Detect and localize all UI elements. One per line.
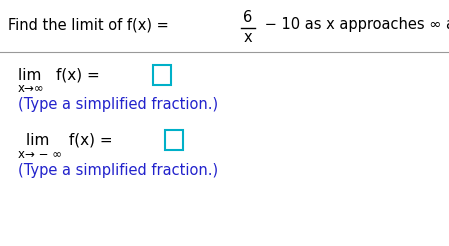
Bar: [165, 130, 183, 150]
Bar: [153, 65, 171, 85]
Text: x→ − ∞: x→ − ∞: [18, 148, 62, 160]
Text: lim    f(x) =: lim f(x) =: [26, 133, 113, 148]
Text: 6: 6: [243, 11, 253, 26]
Text: (Type a simplified fraction.): (Type a simplified fraction.): [18, 163, 218, 178]
Text: x: x: [244, 31, 252, 46]
Text: − 10 as x approaches ∞ and as x approaches  − ∞.: − 10 as x approaches ∞ and as x approach…: [260, 17, 449, 32]
Text: Find the limit of f(x) =: Find the limit of f(x) =: [8, 17, 173, 32]
Text: (Type a simplified fraction.): (Type a simplified fraction.): [18, 97, 218, 112]
Text: x→∞: x→∞: [18, 82, 44, 95]
Text: lim   f(x) =: lim f(x) =: [18, 67, 100, 82]
